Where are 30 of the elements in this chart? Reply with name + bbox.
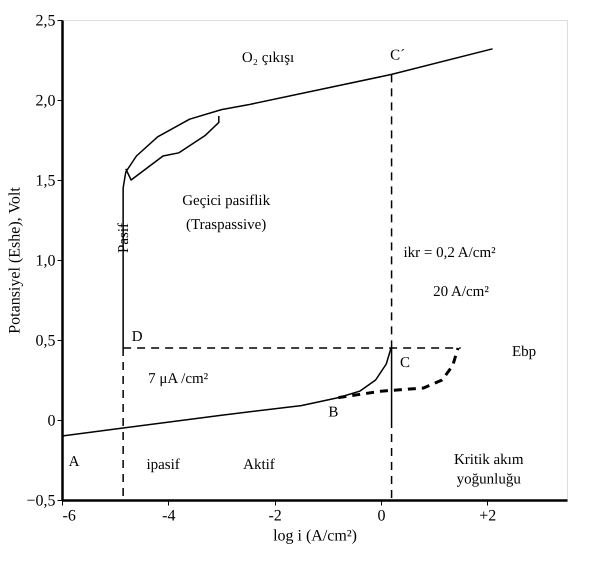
annotation: Ebp bbox=[512, 344, 536, 360]
annotation: A bbox=[68, 454, 80, 470]
annotation: Geçici pasiflik bbox=[182, 193, 271, 209]
x-tick-label: -4 bbox=[162, 508, 176, 524]
annotation: D bbox=[132, 329, 143, 345]
y-tick-label: 0,5 bbox=[36, 332, 56, 350]
annotation: 20 A/cm² bbox=[433, 284, 490, 300]
annotation: B bbox=[328, 404, 338, 421]
x-tick-label: +2 bbox=[479, 508, 496, 524]
annotation: C´ bbox=[390, 47, 406, 64]
y-tick-label: 1,0 bbox=[36, 252, 56, 270]
annotation: yoğunluğu bbox=[456, 471, 522, 488]
annotation: (Traspassive) bbox=[186, 217, 266, 233]
annotation: O₂ çıkışı bbox=[242, 50, 294, 66]
y-tick-label: 0 bbox=[48, 412, 56, 430]
annotation: C bbox=[400, 355, 410, 371]
y-tick-label: 2,5 bbox=[36, 12, 56, 30]
y-tick-label: −0,5 bbox=[26, 492, 56, 510]
x-tick-label: 0 bbox=[377, 508, 386, 524]
x-tick-label: -6 bbox=[62, 508, 76, 524]
annotation: ipasif bbox=[146, 457, 180, 473]
annotation: Aktif bbox=[243, 457, 275, 473]
y-axis-title: Potansiyel (Eshe), Volt bbox=[6, 186, 24, 334]
y-tick-label: 1,5 bbox=[36, 172, 56, 190]
x-axis-title: log i (A/cm²) bbox=[273, 528, 357, 544]
annotation: 7 μA /cm² bbox=[148, 371, 209, 387]
x-tick-label: -2 bbox=[268, 508, 282, 524]
annotation: ikr = 0,2 A/cm² bbox=[404, 245, 496, 261]
y-tick-label: 2,0 bbox=[36, 92, 56, 110]
annotation: Kritik akım bbox=[454, 452, 524, 468]
